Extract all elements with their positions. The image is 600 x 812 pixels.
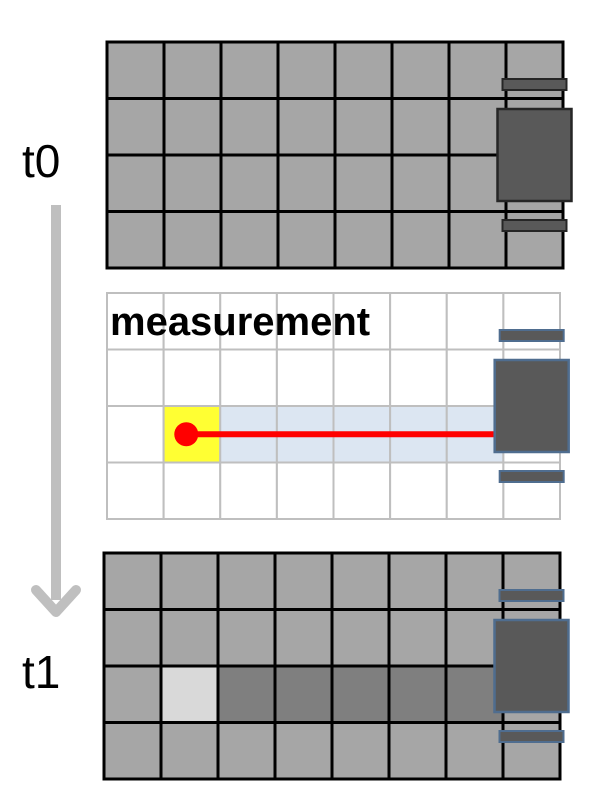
grid-cell [219,348,278,407]
robot-wheel-bottom [498,470,565,483]
grid-cell [276,40,337,100]
grid-cell [216,608,277,668]
grid-cell [219,210,280,270]
grid-panel-t1 [102,551,570,781]
robot-body [496,107,573,203]
grid-cell [106,461,165,520]
grid-cell [105,210,166,270]
grid-cell [387,721,448,781]
grid-cell [447,210,508,270]
grid-cell [276,97,337,157]
grid-cell [330,721,391,781]
robot-wheel-top [501,78,568,91]
grid-cell [330,608,391,668]
grid-cell [102,551,163,611]
grid-cell [444,721,505,781]
free-cell [330,664,391,724]
grid-cell [333,40,394,100]
grid-cell [219,461,278,520]
grid-cell [273,608,334,668]
grid-cell [332,461,392,520]
grid-cell [102,721,163,781]
grid-cell [162,153,223,213]
grid-cell [390,210,451,270]
time-arrow [31,205,81,617]
grid-cell [219,97,280,157]
t1-label: t1 [22,646,60,698]
free-cell [216,664,277,724]
grid-cell [105,40,166,100]
grid-cell [159,551,220,611]
grid-cell [332,348,392,407]
grid-cell [276,210,337,270]
grid-cell [389,461,448,520]
free-cell [273,664,334,724]
grid-cell [444,551,505,611]
grid-cell [330,551,391,611]
grid-cell [162,210,223,270]
grid-cell [389,292,448,351]
robot-body [493,618,570,714]
t0-label: t0 [22,135,60,187]
occupied-cell [159,664,220,724]
robot-car-icon [496,78,573,232]
time-arrow-head [31,585,81,617]
grid-cell [216,721,277,781]
grid-cell [162,461,222,520]
grid-cell [162,40,223,100]
grid-cell [445,461,505,520]
grid-cell [387,551,448,611]
grid-cell [273,721,334,781]
robot-body [493,358,570,454]
grid-cell [333,210,394,270]
grid-cell [390,153,451,213]
grid-cell [447,40,508,100]
grid-cell [333,97,394,157]
grid-cell [390,97,451,157]
robot-wheel-top [498,589,565,602]
measurement-title: measurement [110,300,370,344]
ray-endpoint [174,422,199,447]
robot-car-icon [493,589,570,743]
free-cell [387,664,448,724]
grid-cell [162,97,223,157]
grid-panel-t0 [105,40,573,270]
grid-cell [390,40,451,100]
grid-cell [333,153,394,213]
robot-car-icon [493,329,570,483]
grid-cell [105,97,166,157]
grid-cell [273,551,334,611]
grid-cell [159,721,220,781]
grid-cell [276,153,337,213]
grid-cell [275,461,335,520]
grid-cell [275,348,335,407]
grid-cell [162,348,222,407]
grid-cell [102,664,163,724]
grid-cell [159,608,220,668]
grid-cell [106,348,165,407]
robot-wheel-top [498,329,565,342]
grid-panel-measurement [106,292,570,520]
grid-cell [219,153,280,213]
grid-cell [389,348,448,407]
grid-cell [105,153,166,213]
grid-cell [216,551,277,611]
grid-cell [387,608,448,668]
grid-cell [102,608,163,668]
grid-cell [445,292,505,351]
grid-cell [106,405,165,464]
robot-wheel-bottom [498,730,565,743]
robot-wheel-bottom [501,219,568,232]
grid-cell [219,40,280,100]
